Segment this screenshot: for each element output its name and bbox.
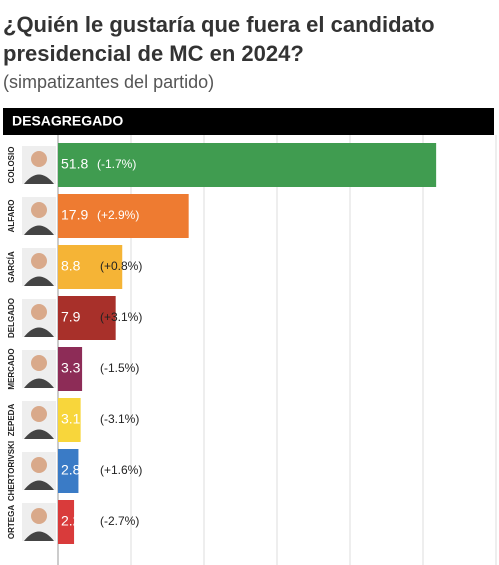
avatar-head [31,202,47,218]
value-label: 8.8 [61,258,81,274]
value-label: 2.2 [61,513,81,529]
avatar-body [24,480,54,490]
avatar-head [31,457,47,473]
chart-title: presidencial de MC en 2024? [3,41,304,66]
bar [58,347,83,391]
category-label: ZEPEDA [7,404,16,437]
avatar [22,197,56,235]
change-label: (-2.7%) [100,514,139,528]
bar [58,500,75,544]
avatar-head [31,508,47,524]
avatar-head [31,355,47,371]
category-label: CHERTORIVSKI [7,441,16,501]
value-label: 3.1 [61,411,81,427]
change-label: (-1.7%) [97,157,136,171]
bar [58,194,189,238]
avatar-body [24,174,54,184]
avatar [22,146,56,184]
avatar-body [24,327,54,337]
header-label: DESAGREGADO [12,113,123,129]
avatar-body [24,531,54,541]
bar [58,245,123,289]
bar [58,449,79,493]
avatar-body [24,225,54,235]
avatar [22,452,56,490]
category-label: ALFARO [7,200,16,233]
change-label: (+3.1%) [100,310,142,324]
avatar [22,401,56,439]
avatar [22,248,56,286]
chart-title: ¿Quién le gustaría que fuera el candidat… [3,12,435,37]
value-label: 17.9 [61,207,88,223]
change-label: (+2.9%) [97,208,139,222]
avatar-head [31,151,47,167]
bar [58,296,116,340]
category-label: DELGADO [7,298,16,338]
change-label: (+0.8%) [100,259,142,273]
category-label: MERCADO [7,348,16,389]
avatar [22,299,56,337]
bar [58,143,437,187]
avatar [22,350,56,388]
category-label: COLOSIO [7,147,16,184]
bar [58,398,81,442]
avatar [22,503,56,541]
value-label: 2.8 [61,462,81,478]
avatar-head [31,304,47,320]
avatar-body [24,276,54,286]
category-label: GARCÍA [7,251,16,283]
avatar-head [31,253,47,269]
value-label: 3.3 [61,360,81,376]
header-bar [3,108,494,135]
change-label: (-3.1%) [100,412,139,426]
change-label: (+1.6%) [100,463,142,477]
value-label: 51.8 [61,156,88,172]
value-label: 7.9 [61,309,81,325]
category-label: ORTEGA [7,505,16,539]
avatar-body [24,378,54,388]
change-label: (-1.5%) [100,361,139,375]
avatar-body [24,429,54,439]
chart-subtitle: (simpatizantes del partido) [3,72,214,92]
avatar-head [31,406,47,422]
